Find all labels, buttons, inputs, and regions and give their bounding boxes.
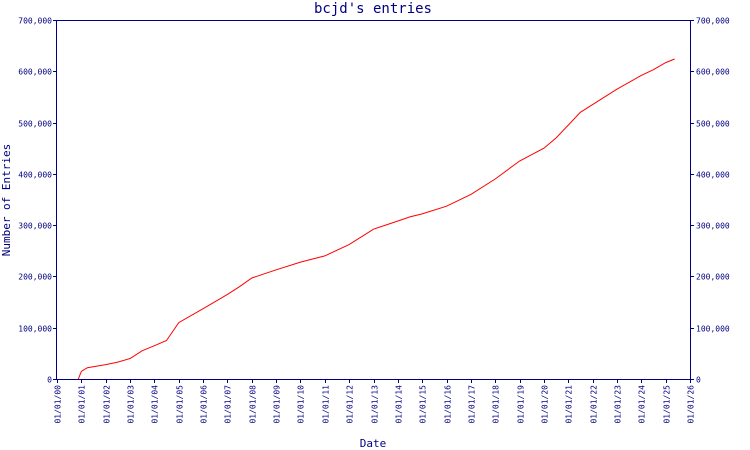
y-tick-label-left: 700,000 (18, 17, 52, 26)
x-tick-label: 01/01/00 (54, 385, 63, 424)
x-tick-label: 01/01/06 (200, 385, 209, 424)
x-tick-label: 01/01/23 (614, 385, 623, 424)
y-tick-label-right: 0 (696, 376, 701, 385)
x-tick-label: 01/01/09 (273, 385, 282, 424)
y-tick-label-right: 600,000 (696, 68, 730, 77)
x-tick-label: 01/01/01 (78, 385, 87, 424)
x-tick-label: 01/01/25 (663, 385, 672, 424)
x-tick-label: 01/01/17 (468, 385, 477, 424)
y-tick-label-left: 400,000 (18, 171, 52, 180)
series-layer (77, 58, 675, 380)
x-tick-label: 01/01/20 (541, 385, 550, 424)
y-tick-label-left: 0 (47, 376, 52, 385)
x-tick-label: 01/01/11 (322, 385, 331, 424)
y-tick-label-right: 400,000 (696, 171, 730, 180)
x-ticks: 01/01/00 01/01/01 01/01/02 01/01/03 01/01/04… (54, 379, 696, 424)
x-axis-label: Date (360, 437, 387, 450)
y-axis-label: Number of Entries (0, 144, 13, 257)
x-tick-label: 01/01/16 (444, 385, 453, 424)
x-tick-label: 01/01/21 (565, 385, 574, 424)
plot-frame (56, 20, 691, 380)
x-tick-label: 01/01/07 (224, 385, 233, 424)
y-tick-label-right: 100,000 (696, 325, 730, 334)
x-tick-label: 01/01/14 (395, 385, 404, 424)
y-tick-label-right: 700,000 (696, 17, 730, 26)
y-tick-label-right: 500,000 (696, 120, 730, 129)
x-tick-label: 01/01/26 (687, 385, 696, 424)
x-tick-label: 01/01/04 (151, 385, 160, 424)
y-tick-label-left: 600,000 (18, 68, 52, 77)
x-tick-label: 01/01/03 (127, 385, 136, 424)
x-tick-label: 01/01/10 (297, 385, 306, 424)
x-tick-label: 01/01/12 (346, 385, 355, 424)
x-tick-label: 01/01/15 (419, 385, 428, 424)
y-tick-label-right: 200,000 (696, 273, 730, 282)
y-ticks-right: 0 100,000 200,000 300,000 400,000 500,000 600,… (690, 17, 730, 385)
y-tick-label-left: 100,000 (18, 325, 52, 334)
y-tick-label-left: 500,000 (18, 120, 52, 129)
x-tick-label: 01/01/18 (492, 385, 501, 424)
x-tick-label: 01/01/24 (638, 385, 647, 424)
chart-title: bcjd's entries (314, 1, 432, 17)
x-tick-label: 01/01/22 (590, 385, 599, 424)
x-tick-label: 01/01/13 (371, 385, 380, 424)
x-tick-label: 01/01/02 (103, 385, 112, 424)
x-tick-label: 01/01/05 (176, 385, 185, 424)
x-tick-label: 01/01/08 (249, 385, 258, 424)
y-tick-label-right: 300,000 (696, 222, 730, 231)
y-tick-label-left: 200,000 (18, 273, 52, 282)
y-ticks-left: 0 100,000 200,000 300,000 400,000 500,000 600,… (18, 17, 57, 385)
x-tick-label: 01/01/19 (517, 385, 526, 424)
y-tick-label-left: 300,000 (18, 222, 52, 231)
series-line (77, 58, 675, 380)
